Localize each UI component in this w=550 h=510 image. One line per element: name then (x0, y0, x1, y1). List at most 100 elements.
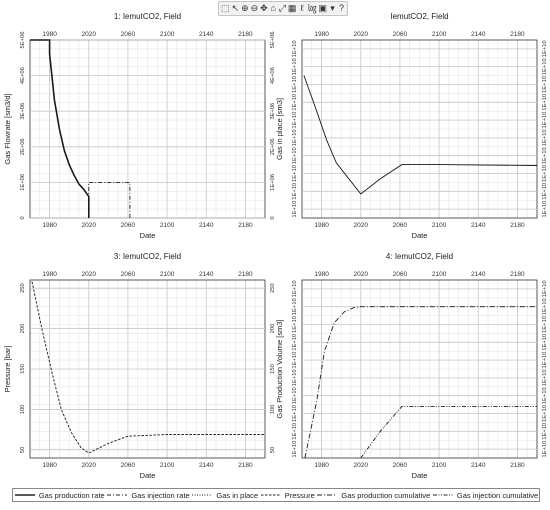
x-axis-label: Date (140, 471, 156, 480)
x-tick-label: 2020 (82, 462, 97, 469)
legend-line-sample (260, 494, 281, 496)
chart-title: IemutCO2, Field (390, 12, 448, 21)
y-tick-label: 50 (20, 447, 26, 453)
y-tick-label-right: 1E+10 (542, 316, 548, 333)
legend-label: Gas production cumulative (341, 490, 431, 500)
legend-line-sample (192, 494, 213, 496)
y-tick-label: 1E+10 (292, 405, 298, 422)
zoom-out-icon[interactable]: ⊖ (250, 3, 259, 13)
fit-icon[interactable]: ⤢ (278, 3, 286, 13)
settings-icon[interactable]: ▾ (330, 3, 335, 13)
y-tick-label-right: 1E+10 (542, 387, 548, 404)
y-tick-label: 1E+10 (292, 441, 298, 458)
y-tick-label-right: 50 (270, 447, 276, 453)
select-icon[interactable]: ↖ (231, 3, 240, 13)
y-tick-label-right: 1E+10 (542, 405, 548, 422)
y-tick-label: 100 (20, 405, 26, 415)
x-tick-label-top: 2020 (354, 31, 369, 38)
y-axis-label: Gas in place [sm3] (275, 98, 284, 160)
legend-label: Gas injection rate (131, 490, 190, 500)
legend-item: Gas injection cumulative (432, 491, 538, 500)
plot-frame (301, 39, 538, 219)
x-tick-label-top: 2180 (238, 271, 253, 278)
x-tick-label-top: 2180 (510, 31, 525, 38)
y-tick-label: 1E+10 (292, 129, 298, 146)
x-axis-label: Date (412, 471, 428, 480)
legend-item: Gas production cumulative (316, 491, 430, 500)
y-tick-label-right: 1E+10 (542, 40, 548, 57)
y-tick-label: 1E+10 (292, 58, 298, 75)
y-tick-label-right: 3E+06 (270, 103, 276, 120)
y-axis-label: Pressure [bar] (3, 345, 12, 392)
pointer-icon[interactable]: ⬚ (221, 3, 230, 13)
chart-panel-4: 4: IemutCO2, Field 1980 1980 2020 2020 2060 20… (275, 252, 548, 480)
legend-label: Pressure (284, 490, 315, 500)
x-tick-label: 2140 (471, 222, 486, 229)
x-tick-label: 2180 (510, 222, 525, 229)
y-tick-label-right: 1E+10 (542, 201, 548, 218)
x-tick-label-top: 2100 (432, 271, 447, 278)
plot-frame (301, 279, 538, 459)
y-tick-label-right: 150 (270, 364, 276, 374)
legend-line-sample (432, 494, 453, 496)
x-tick-label: 2180 (238, 462, 253, 469)
y-tick-label: 1E+10 (292, 423, 298, 440)
x-tick-label: 2100 (432, 222, 447, 229)
y-tick-label-right: 1E+10 (542, 76, 548, 93)
y-tick-label: 1E+10 (292, 298, 298, 315)
x-tick-label-top: 2140 (199, 31, 214, 38)
y-tick-label: 1E+10 (292, 387, 298, 404)
x-tick-label: 2060 (393, 222, 408, 229)
chart-title: 1: IemutCO2, Field (114, 12, 181, 21)
x-tick-label-top: 2100 (160, 31, 175, 38)
chart-title: 4: IemutCO2, Field (386, 252, 453, 261)
y-tick-label: 0 (20, 216, 26, 219)
y-tick-label: 1E+10 (292, 112, 298, 129)
home-icon[interactable]: ⌂ (270, 3, 276, 13)
x-tick-label-top: 1980 (42, 31, 57, 38)
x-tick-label: 2020 (82, 222, 97, 229)
x-tick-label: 2060 (121, 222, 136, 229)
x-tick-label-top: 2140 (471, 271, 486, 278)
y-tick-label: 3E+06 (20, 103, 26, 120)
x-tick-label: 2180 (238, 222, 253, 229)
x-tick-label: 2060 (393, 462, 408, 469)
legend-label: Gas injection cumulative (456, 490, 539, 500)
x-tick-label-top: 1980 (314, 31, 329, 38)
linear-icon[interactable]: ℓ (300, 3, 304, 13)
pan-icon[interactable]: ✥ (260, 3, 268, 13)
legend-item: Gas injection rate (106, 490, 190, 500)
chart-panel-1: 1: IemutCO2, Field 1980 1980 2020 2020 2060 20… (3, 12, 276, 240)
y-tick-label: 200 (20, 324, 26, 334)
x-tick-label-top: 1980 (42, 271, 57, 278)
y-tick-label: 1E+06 (20, 174, 26, 191)
zoom-in-icon[interactable]: ⊕ (241, 3, 249, 13)
y-tick-label-right: 1E+10 (542, 165, 548, 182)
x-tick-label-top: 2020 (82, 31, 97, 38)
y-tick-label: 1E+10 (292, 76, 298, 93)
x-tick-label: 2140 (199, 462, 214, 469)
chart-title: 3: IemutCO2, Field (114, 252, 181, 261)
help-icon[interactable]: ? (338, 3, 344, 13)
x-tick-label: 2180 (510, 462, 525, 469)
legend: Gas production rate Gas injection rate Gas… (12, 488, 540, 502)
x-tick-label: 1980 (42, 222, 57, 229)
y-tick-label-right: 1E+10 (542, 58, 548, 75)
series-line-gas-in-place (303, 75, 538, 195)
y-tick-label-right: 0 (270, 216, 276, 219)
save-icon[interactable]: ▣ (318, 3, 327, 13)
y-tick-label-right: 1E+06 (270, 174, 276, 191)
log-icon[interactable]: ㏒ (307, 3, 317, 13)
x-tick-label: 1980 (42, 462, 57, 469)
x-tick-label-top: 2020 (82, 271, 97, 278)
x-tick-label-top: 2100 (432, 31, 447, 38)
y-tick-label-right: 2E+06 (270, 138, 276, 155)
legend-label: Gas production rate (38, 490, 105, 500)
x-tick-label-top: 2060 (393, 271, 408, 278)
x-tick-label: 2100 (160, 222, 175, 229)
x-tick-label: 2060 (121, 462, 136, 469)
y-tick-label: 150 (20, 364, 26, 374)
y-axis-label: Gas Flowrate [sm3/d] (3, 93, 12, 164)
y-tick-label-right: 1E+10 (542, 369, 548, 386)
chart-type-icon[interactable]: ▦ (287, 3, 297, 13)
